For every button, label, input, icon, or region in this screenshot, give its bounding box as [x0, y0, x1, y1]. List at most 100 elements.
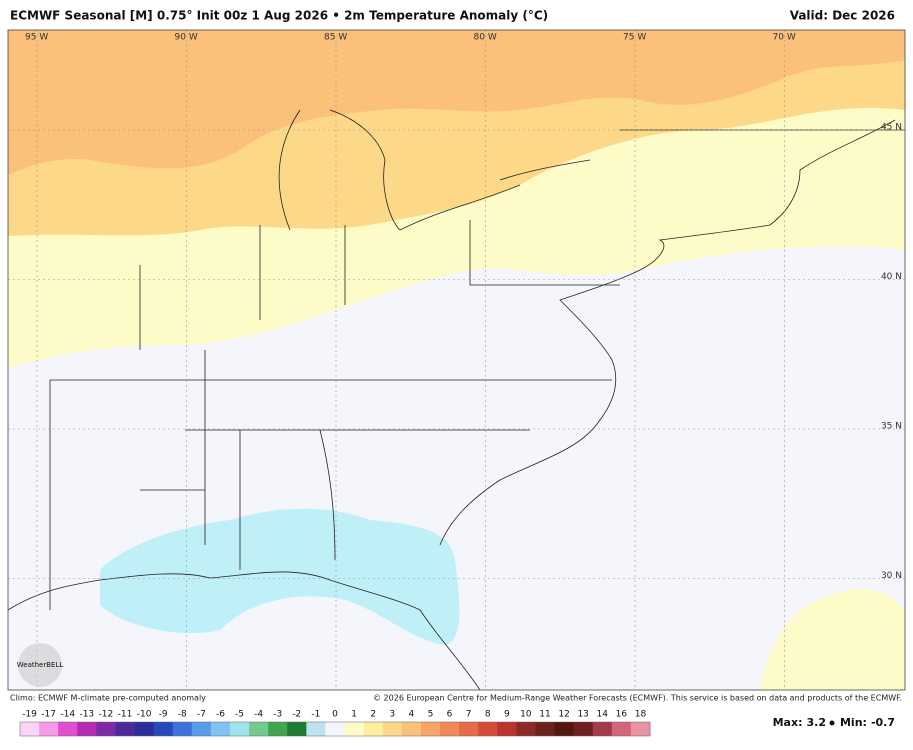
colorbar-cell	[611, 722, 632, 736]
logo: WeatherBELL	[17, 661, 64, 669]
latitude-label: 45 N	[881, 123, 902, 133]
map-frame	[7, 29, 906, 691]
colorbar-label: 14	[597, 710, 609, 720]
colorbar-cell	[230, 722, 250, 736]
colorbar-label: 13	[577, 710, 588, 720]
yellow-field-se	[760, 589, 905, 690]
colorbar-cell	[306, 722, 326, 736]
colorbar-cell	[516, 722, 536, 736]
colorbar-label: 4	[408, 710, 414, 720]
latitude-label: 35 N	[881, 422, 902, 432]
logo-mark	[18, 643, 62, 687]
colorbar-label: 0	[332, 710, 338, 720]
great-lakes	[278, 109, 905, 231]
colorbar-cell	[153, 722, 174, 736]
colorbar-cell	[344, 722, 365, 736]
colorbar-cell	[20, 722, 40, 736]
colorbar-cell	[115, 722, 136, 736]
colorbar-cell	[325, 722, 346, 736]
colorbar-label: 1	[351, 710, 357, 720]
state-borders	[49, 220, 620, 610]
colorbar-cell	[210, 722, 231, 736]
longitude-label: 95 W	[25, 33, 48, 43]
colorbar-label: 11	[539, 710, 550, 720]
colorbar-label: 2	[370, 710, 376, 720]
stat-min: -0.7	[871, 716, 895, 729]
colorbar-cell	[249, 722, 269, 736]
stat-max: 3.2	[806, 716, 826, 729]
climo-note: Climo: ECMWF M-climate pre-computed anom…	[10, 694, 206, 703]
atlantic-coast	[439, 119, 896, 546]
colorbar-label: -1	[311, 710, 320, 720]
stat-max-label: Max:	[773, 716, 803, 729]
stats: Max: 3.2 Min: -0.7	[773, 716, 895, 729]
colorbar-label: -7	[197, 710, 206, 720]
colorbar-label: 5	[428, 710, 434, 720]
colorbar-cell	[96, 722, 116, 736]
colorbar-cell	[401, 722, 422, 736]
colorbar-label: -9	[159, 710, 168, 720]
colorbar-label: -2	[292, 710, 301, 720]
colorbar-label: 7	[466, 710, 472, 720]
colorbar-cell	[134, 722, 155, 736]
colorbar-cell	[535, 722, 556, 736]
colorbar-label: -12	[99, 710, 114, 720]
colorbar-label: -6	[216, 710, 225, 720]
colorbar-label: -8	[178, 710, 187, 720]
stat-min-label: Min:	[840, 716, 867, 729]
colorbar-cell	[268, 722, 288, 736]
colorbar-label: 16	[616, 710, 628, 720]
stat-separator	[829, 720, 835, 726]
colorbar-cell	[172, 722, 193, 736]
colorbar-cell	[478, 722, 498, 736]
colorbar-cell	[459, 722, 479, 736]
colorbar-label: -11	[118, 710, 133, 720]
colorbar-cell	[630, 722, 651, 736]
longitude-label: 90 W	[175, 33, 198, 43]
colorbar-cell	[497, 722, 517, 736]
colorbar-label: 9	[504, 710, 510, 720]
colorbar-label: -3	[273, 710, 282, 720]
colorbar-frame	[19, 721, 651, 737]
colorbar-label: -10	[137, 710, 152, 720]
longitude-label: 75 W	[623, 33, 646, 43]
longitude-label: 80 W	[474, 33, 497, 43]
colorbar-label: 10	[520, 710, 532, 720]
colorbar-label: 18	[635, 710, 647, 720]
colorbar-cell	[420, 722, 441, 736]
colorbar-cell	[287, 722, 307, 736]
colorbar-cell	[77, 722, 97, 736]
copyright: © 2026 European Centre for Medium-Range …	[373, 694, 902, 703]
colorbar-cell	[363, 722, 384, 736]
colorbar-label: 12	[558, 710, 569, 720]
colorbar-cell	[440, 722, 460, 736]
colorbar-cell	[191, 722, 212, 736]
colorbar-cell	[592, 722, 613, 736]
latitude-label: 40 N	[881, 272, 902, 282]
colorbar-label: -19	[22, 710, 37, 720]
colorbar-label: -17	[41, 710, 56, 720]
cyan-field	[100, 508, 460, 645]
colorbar-label: -13	[79, 710, 94, 720]
colorbar-label: -5	[235, 710, 244, 720]
colorbar-cell	[554, 722, 575, 736]
longitude-label: 70 W	[773, 33, 796, 43]
colorbar-label: 8	[485, 710, 491, 720]
valid-date: Valid: Dec 2026	[790, 9, 895, 23]
colorbar-label: -4	[254, 710, 263, 720]
colorbar-cell	[382, 722, 403, 736]
orange-field	[8, 30, 905, 175]
longitude-label: 85 W	[324, 33, 347, 43]
gulf-coast	[8, 571, 481, 690]
colorbar: -19 -17 -14 -13 -12 -11 -10 -9 -8 -7 -6 -5 -4 -3 -2 -1 0…	[19, 710, 651, 737]
colorbar-cell	[573, 722, 594, 736]
colorbar-label: 3	[389, 710, 395, 720]
colorbar-label: 6	[447, 710, 453, 720]
colorbar-cell	[58, 722, 78, 736]
colorbar-label: -14	[60, 710, 75, 720]
title: ECMWF Seasonal [M] 0.75° Init 00z 1 Aug …	[10, 9, 548, 23]
latitude-label: 30 N	[881, 571, 902, 581]
map: WeatherBELL	[7, 29, 906, 691]
colorbar-cell	[39, 722, 59, 736]
